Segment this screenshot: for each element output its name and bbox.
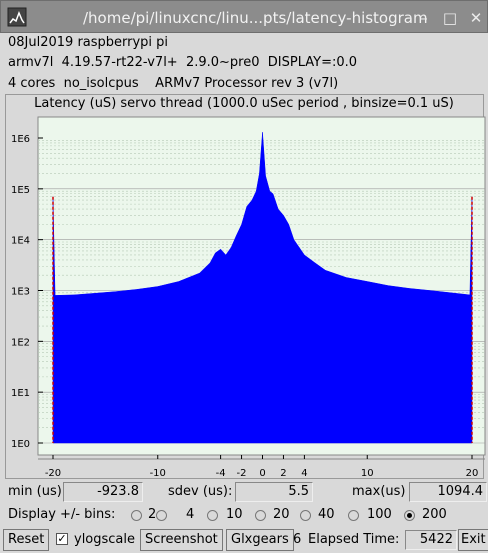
bins-option-4: 4 xyxy=(186,507,195,522)
minimize-icon[interactable]: – xyxy=(420,9,428,27)
y-tick-label: 1E6 xyxy=(11,134,30,145)
bins-label: Display +/- bins: xyxy=(8,507,116,522)
elapsed-value: 5422 xyxy=(405,530,457,550)
chart-title: Latency (uS) servo thread (1000.0 uSec p… xyxy=(34,96,454,111)
bins-option-40: 40 xyxy=(318,507,335,522)
screenshot-button[interactable]: Screenshot xyxy=(140,529,223,551)
app-icon xyxy=(7,7,27,27)
x-tick-label: -4 xyxy=(216,468,226,479)
bins-radio-10[interactable] xyxy=(207,510,218,521)
bins-option-2: 2 xyxy=(148,507,157,522)
x-tick-label: 10 xyxy=(361,468,374,479)
max-value: 1094.4 xyxy=(409,482,487,502)
y-tick-label: 1E0 xyxy=(11,439,30,450)
elapsed-label: Elapsed Time: xyxy=(308,532,400,547)
min-label: min (us) xyxy=(8,484,62,499)
close-icon[interactable]: ✕ xyxy=(469,9,483,27)
x-tick-label: 0 xyxy=(259,468,265,479)
maximize-icon[interactable]: □ xyxy=(442,9,458,27)
x-tick-label: 20 xyxy=(466,468,479,479)
bins-radio-40[interactable] xyxy=(300,510,311,521)
max-label: max(us) xyxy=(352,484,406,499)
bins-option-20: 20 xyxy=(273,507,290,522)
y-tick-label: 1E4 xyxy=(11,236,30,247)
info-line-date-host: 08Jul2019 raspberrypi pi xyxy=(8,35,169,50)
bins-option-10: 10 xyxy=(226,507,243,522)
bins-radio-100[interactable] xyxy=(348,510,359,521)
y-tick-label: 1E5 xyxy=(11,185,30,196)
y-tick-label: 1E1 xyxy=(11,388,30,399)
ylogscale-checkbox[interactable]: ✓ xyxy=(56,532,68,545)
x-tick-label: -10 xyxy=(150,468,166,479)
info-line-cpu: 4 cores no_isolcpus ARMv7 Processor rev … xyxy=(8,76,339,91)
sdev-value: 5.5 xyxy=(235,482,313,502)
bins-radio-2[interactable] xyxy=(131,510,142,521)
y-tick-label: 1E3 xyxy=(11,287,30,298)
min-value: -923.8 xyxy=(63,482,143,502)
ylogscale-label: ylogscale xyxy=(74,532,136,547)
x-tick-label: 4 xyxy=(301,468,307,479)
info-line-kernel: armv7l 4.19.57-rt22-v7l+ 2.9.0~pre0 DISP… xyxy=(8,55,358,70)
bins-radio-200[interactable] xyxy=(404,510,415,521)
window-titlebar[interactable]: /home/pi/linuxcnc/linu...pts/latency-his… xyxy=(0,0,488,33)
sdev-label: sdev (us): xyxy=(168,484,233,499)
exit-button[interactable]: Exit xyxy=(458,529,488,551)
histogram-area xyxy=(52,132,473,444)
bins-option-200: 200 xyxy=(422,507,447,522)
bins-radio-4[interactable] xyxy=(156,510,167,521)
glxgears-button[interactable]: Glxgears xyxy=(226,529,294,551)
bins-option-100: 100 xyxy=(367,507,392,522)
x-tick-label: 2 xyxy=(280,468,286,479)
glxgears-count: 6 xyxy=(293,532,302,547)
x-tick-label: -2 xyxy=(237,468,247,479)
reset-button[interactable]: Reset xyxy=(3,529,50,551)
x-tick-label: -20 xyxy=(45,468,61,479)
bins-radio-20[interactable] xyxy=(255,510,266,521)
window-title: /home/pi/linuxcnc/linu...pts/latency-his… xyxy=(83,9,428,27)
y-tick-label: 1E2 xyxy=(11,337,30,348)
